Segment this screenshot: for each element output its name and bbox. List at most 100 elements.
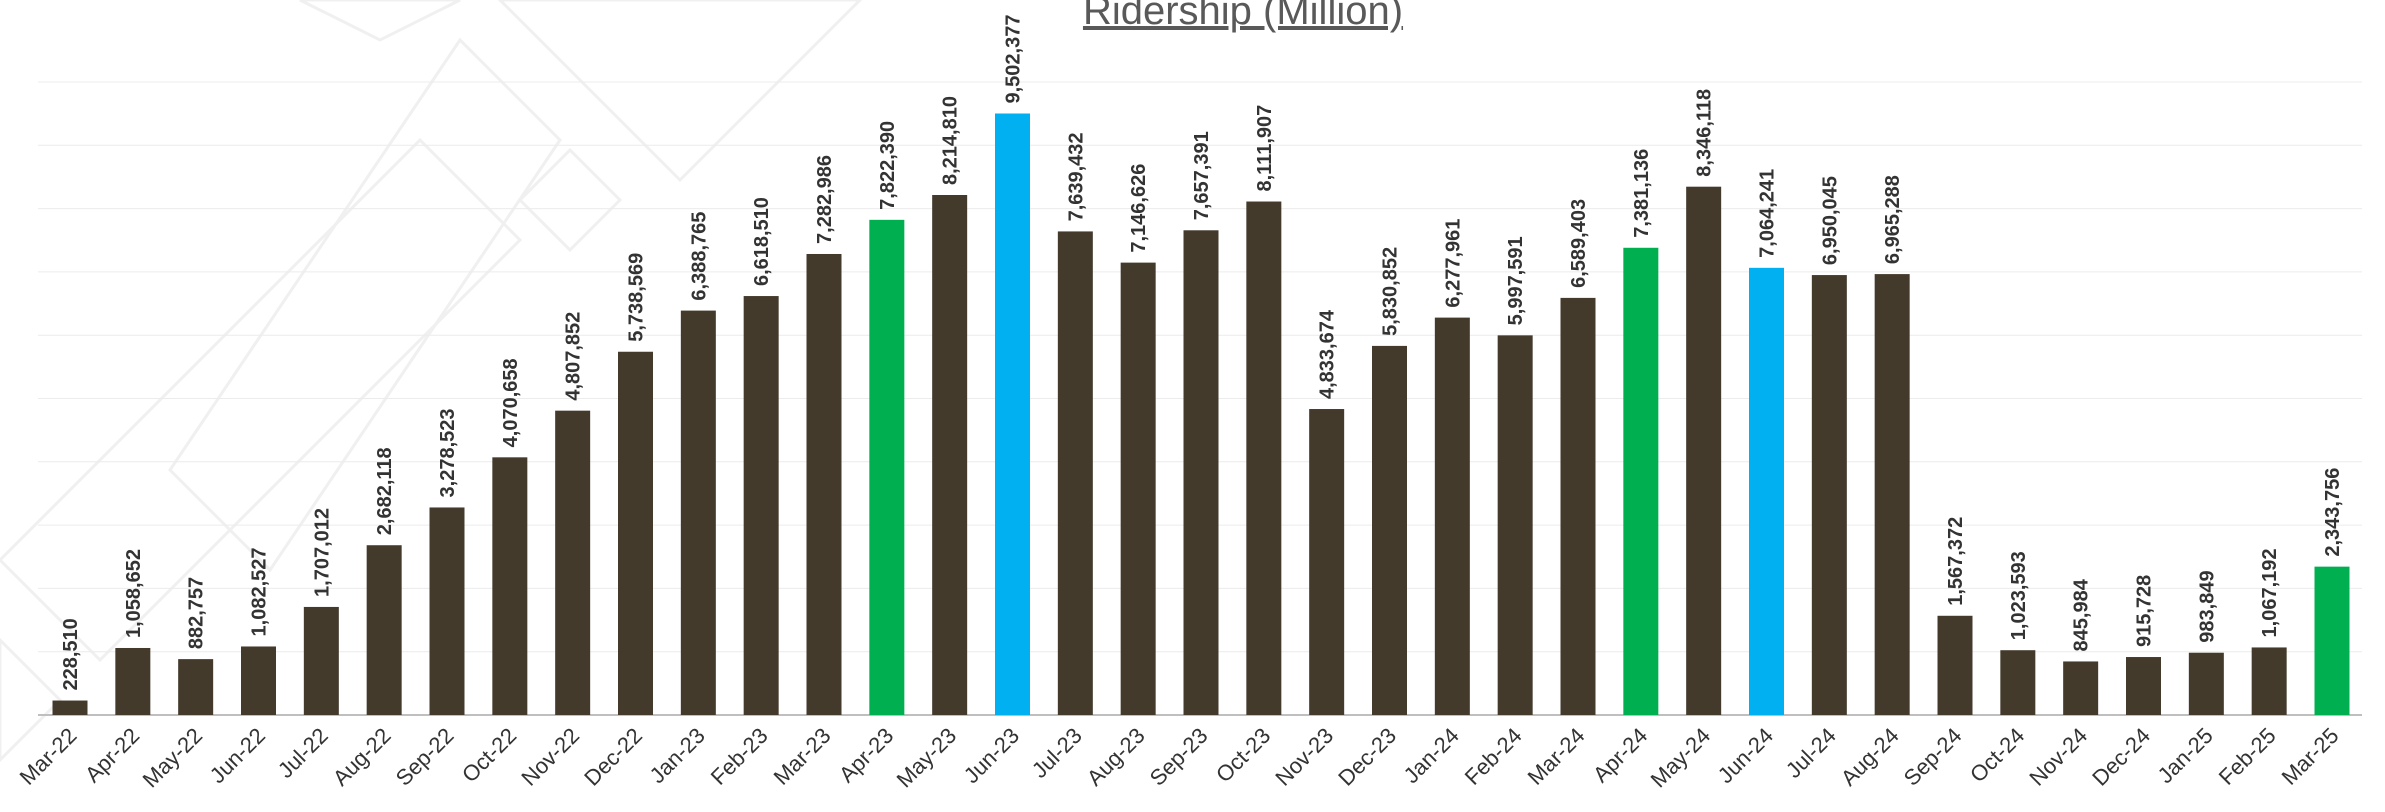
value-label: 9,502,377: [1003, 15, 1025, 104]
x-tick-label: Oct-22: [457, 723, 521, 787]
bar: [1057, 231, 1093, 715]
value-label: 5,830,852: [1380, 247, 1402, 336]
x-tick-label: Mar-23: [769, 723, 836, 790]
bar: [1497, 335, 1533, 715]
value-label: 882,757: [186, 577, 208, 649]
bar: [52, 700, 88, 715]
x-tick-label: Mar-22: [15, 723, 82, 790]
x-tick-label: Jun-23: [959, 723, 1024, 788]
x-tick-label: Jul-23: [1027, 723, 1087, 783]
x-tick-label: May-23: [892, 723, 962, 793]
x-tick-label: Oct-24: [1965, 723, 2029, 787]
bar: [1560, 297, 1596, 715]
value-label: 6,618,510: [751, 197, 773, 286]
x-tick-label: Aug-22: [328, 723, 396, 791]
x-tick-label: Feb-24: [1460, 723, 1527, 790]
bar: [492, 457, 528, 715]
bar: [1686, 186, 1722, 715]
x-tick-label: Mar-25: [2277, 723, 2344, 790]
value-label: 1,058,652: [123, 549, 145, 638]
bar: [1120, 262, 1156, 715]
bar: [932, 195, 968, 715]
x-tick-label: Dec-22: [579, 723, 647, 791]
bar: [115, 647, 151, 715]
bar: [1811, 275, 1847, 715]
value-label: 915,728: [2134, 575, 2156, 647]
value-label: 8,346,118: [1694, 89, 1716, 177]
x-tick-label: Jul-24: [1781, 723, 1841, 783]
x-tick-label: Sep-23: [1145, 723, 1213, 791]
bar: [618, 351, 653, 715]
bar: [1246, 201, 1282, 715]
bar: [1874, 274, 1910, 715]
x-tick-label: Aug-23: [1082, 723, 1150, 791]
x-tick-label: Jan-23: [645, 723, 710, 788]
value-label: 7,064,241: [1757, 169, 1779, 258]
value-label: 845,984: [2071, 578, 2093, 651]
x-tick-label: Dec-23: [1333, 723, 1401, 791]
bar: [429, 507, 465, 715]
bar: [1372, 345, 1407, 715]
value-label: 2,343,756: [2322, 468, 2344, 557]
value-label: 7,381,136: [1631, 149, 1653, 238]
value-label: 6,965,288: [1882, 175, 1904, 264]
bar: [1623, 247, 1659, 715]
value-label: 983,849: [2196, 570, 2218, 642]
value-label: 1,023,593: [2008, 551, 2030, 640]
x-tick-label: Oct-23: [1211, 723, 1275, 787]
value-label: 3,278,523: [437, 408, 459, 497]
x-tick-label: May-24: [1646, 723, 1716, 793]
x-tick-label: Jun-22: [205, 723, 270, 788]
x-tick-label: Apr-24: [1588, 723, 1652, 787]
x-tick-label: Apr-23: [834, 723, 898, 787]
value-label: 6,950,045: [1819, 176, 1841, 265]
value-label: 4,833,674: [1317, 309, 1339, 399]
value-label: 228,510: [60, 618, 82, 690]
bar: [743, 296, 779, 715]
x-tick-label: Jan-24: [1399, 723, 1464, 788]
x-tick-label: Aug-24: [1836, 723, 1904, 791]
bar: [2126, 657, 2161, 715]
x-tick-label: Jan-25: [2153, 723, 2218, 788]
bar: [2000, 650, 2036, 715]
value-label: 7,146,626: [1128, 164, 1150, 253]
x-tick-label: Sep-24: [1899, 723, 1967, 791]
value-label: 2,682,118: [374, 447, 396, 535]
bar: [806, 253, 842, 715]
bar: [303, 606, 339, 715]
value-label: 6,277,961: [1442, 219, 1464, 308]
bar: [1937, 615, 1973, 715]
x-tick-label: Nov-22: [516, 723, 584, 791]
chart-title: Ridership (Million): [1083, 0, 1403, 33]
value-label: 8,111,907: [1254, 105, 1276, 192]
value-label: 7,822,390: [877, 121, 899, 210]
background-pattern: [0, 0, 863, 763]
x-tick-label: Feb-25: [2214, 723, 2281, 790]
bar: [2188, 652, 2224, 715]
x-tick-label: Apr-22: [80, 723, 144, 787]
value-label: 7,282,986: [814, 155, 836, 244]
x-tick-label: Jun-24: [1713, 723, 1778, 788]
bar: [2314, 566, 2350, 715]
x-tick-label: Mar-24: [1523, 723, 1590, 790]
value-label: 7,639,432: [1065, 132, 1087, 221]
value-label: 6,388,765: [688, 212, 710, 301]
value-label: 4,807,852: [563, 312, 585, 401]
x-tick-label: Nov-24: [2024, 723, 2092, 791]
value-label: 1,082,527: [249, 547, 271, 636]
value-label: 4,070,658: [500, 358, 522, 447]
bar: [680, 310, 716, 715]
value-label: 6,589,403: [1568, 199, 1590, 288]
bar: [366, 545, 402, 715]
bar: [1183, 230, 1219, 715]
bar: [555, 410, 591, 715]
x-tick-label: Nov-23: [1270, 723, 1338, 791]
value-label: 1,567,372: [1945, 517, 1967, 606]
x-tick-label: Dec-24: [2087, 723, 2155, 791]
bar: [241, 646, 276, 715]
value-label: 5,997,591: [1505, 236, 1527, 325]
bar: [1434, 317, 1470, 715]
x-tick-label: May-22: [138, 723, 208, 793]
bar: [1749, 267, 1784, 715]
